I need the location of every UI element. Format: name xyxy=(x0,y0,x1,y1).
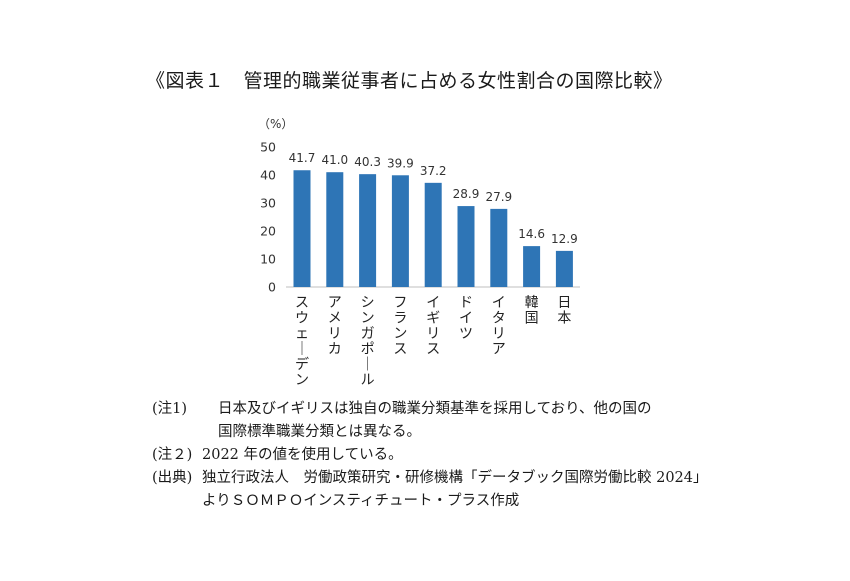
bar xyxy=(555,250,573,287)
data-label: 27.9 xyxy=(485,190,512,204)
note-1: (注1) 日本及びイギリスは独自の職業分類基準を採用しており、他の国の xyxy=(152,398,708,421)
data-label: 41.0 xyxy=(321,153,348,167)
bar xyxy=(523,246,541,287)
category-label: アメリカ xyxy=(328,295,342,358)
y-tick-label: 10 xyxy=(260,252,276,267)
source: (出典) 独立行政法人 労働政策研究・研修機構「データブック国際労働比較 202… xyxy=(152,467,708,490)
note-1-label: (注1) xyxy=(152,401,188,417)
data-label: 39.9 xyxy=(387,156,414,170)
source-line-2: よりＳＯＭＰＯインスティチュート・プラス作成 xyxy=(202,493,520,509)
bar xyxy=(391,175,409,287)
y-tick-label: 20 xyxy=(260,224,276,239)
bar xyxy=(457,206,475,287)
bar xyxy=(424,182,442,287)
y-tick-label: 50 xyxy=(260,140,276,155)
source-label: (出典) xyxy=(152,470,193,486)
data-label: 12.9 xyxy=(551,232,578,246)
category-label: イギリス xyxy=(426,295,440,358)
y-unit-label: （%） xyxy=(258,117,293,131)
note-2-label: (注２) xyxy=(152,447,193,463)
note-2: (注２) 2022 年の値を使用している。 xyxy=(152,444,708,467)
category-label: シンガポ｜ル xyxy=(361,295,375,389)
y-tick-label: 40 xyxy=(260,168,276,183)
source-line-1: 独立行政法人 労働政策研究・研修機構「データブック国際労働比較 2024」 xyxy=(202,470,708,486)
category-label: 韓国 xyxy=(525,295,539,327)
note-1-line-1: 日本及びイギリスは独自の職業分類基準を採用しており、他の国の xyxy=(218,401,652,417)
chart-title: 《図表１ 管理的職業従事者に占める女性割合の国際比較》 xyxy=(146,70,673,92)
data-label: 41.7 xyxy=(289,151,316,165)
data-label: 14.6 xyxy=(518,227,545,241)
bar xyxy=(326,172,344,287)
bar xyxy=(490,208,508,287)
y-tick-label: 0 xyxy=(268,280,276,295)
note-2-text: 2022 年の値を使用している。 xyxy=(202,447,403,463)
bar-chart: （%） 0 10 20 30 40 50 41.7 スウェ｜デン 41.0 アメリカ 40.3 シンガポ… xyxy=(258,117,580,389)
data-label: 28.9 xyxy=(453,187,480,201)
category-label: フランス xyxy=(393,295,407,358)
note-1-line-2: 国際標準職業分類とは異なる。 xyxy=(218,424,421,440)
category-label: ドイツ xyxy=(459,295,473,342)
y-tick-label: 30 xyxy=(260,196,276,211)
category-label: 日本 xyxy=(557,295,571,327)
data-label: 40.3 xyxy=(354,155,381,169)
bar xyxy=(359,174,377,287)
category-label: スウェ｜デン xyxy=(295,295,309,389)
notes-section: (注1) 日本及びイギリスは独自の職業分類基準を採用しており、他の国の 国際標準… xyxy=(152,398,708,513)
bar xyxy=(293,170,311,287)
category-label: イタリア xyxy=(492,295,506,358)
data-label: 37.2 xyxy=(420,164,447,178)
